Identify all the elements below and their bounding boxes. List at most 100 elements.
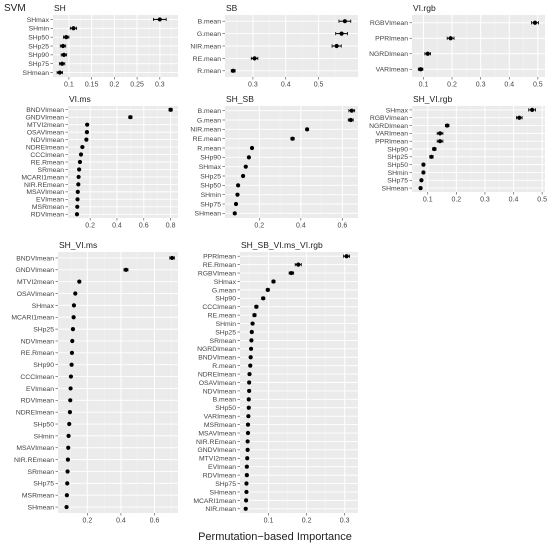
category-label: SHp25 [387, 154, 408, 161]
category-label: NDREImean [16, 410, 54, 417]
x-tick-label: 0.1 [64, 82, 74, 89]
category-label: R.mean [197, 68, 221, 75]
category-label: SHp50 [28, 35, 49, 42]
data-point [334, 43, 339, 49]
category-label: R.mean [212, 363, 236, 370]
data-point [249, 145, 255, 151]
category-label: OSAVImean [17, 291, 54, 298]
category-label: SHmean [28, 504, 55, 511]
category-label: NDREImean [26, 144, 64, 151]
category-label: SHmin [201, 192, 222, 199]
data-point [243, 506, 248, 511]
data-point [57, 70, 62, 75]
category-label: MTVI2mean [27, 122, 64, 129]
category-label: RE.mean [193, 56, 222, 63]
category-label: NGRDImean [369, 51, 408, 58]
data-point [419, 178, 424, 183]
x-tick-label: 0.6 [338, 223, 348, 230]
panel-title: SH_SB [226, 94, 254, 104]
data-point [247, 371, 252, 377]
data-point [74, 212, 80, 217]
panel-title: VI.ms [69, 94, 91, 104]
category-label: RE.Rmean [31, 159, 64, 166]
category-label: SHmax [27, 17, 50, 24]
data-point [425, 51, 430, 56]
data-point [235, 192, 240, 197]
data-point [448, 36, 453, 41]
data-point [77, 159, 83, 165]
data-point [243, 164, 248, 169]
data-point [244, 489, 249, 495]
data-point [65, 469, 70, 474]
data-point [244, 464, 249, 469]
x-tick-label: 0.6 [150, 518, 160, 525]
panel-title: SH [54, 3, 66, 13]
category-label: SHp75 [28, 61, 49, 68]
data-point [249, 329, 254, 335]
category-label: MTVI2mean [199, 456, 236, 463]
data-point [65, 457, 71, 462]
category-label: SRmean [210, 338, 237, 345]
data-point [244, 481, 249, 486]
panel-8: SH_SB_VI.ms_VI.rgb 0.1 0.2 0.3 PPRImeanRE.Rm… [193, 240, 358, 525]
category-label: SHp50 [387, 162, 408, 169]
category-label: MCARI1mean [11, 315, 54, 322]
category-label: MSAVImean [198, 430, 236, 437]
x-tick-label: 0.3 [248, 82, 258, 89]
x-tick-label: 0.3 [340, 518, 350, 525]
category-label: OSAVImean [199, 380, 236, 387]
data-point [445, 123, 450, 128]
data-point [530, 107, 535, 113]
data-point [128, 115, 133, 120]
category-label: PPRImean [375, 139, 408, 146]
data-point [61, 52, 67, 57]
data-point [69, 362, 74, 367]
category-label: SHp90 [215, 296, 236, 303]
data-point [232, 211, 237, 216]
category-label: SHp75 [387, 178, 408, 185]
data-point [244, 473, 249, 478]
category-label: MSAVImean [26, 189, 64, 196]
x-tick-label: 0.4 [509, 197, 519, 204]
x-tick-label: 0.15 [85, 82, 99, 89]
category-label: G.mean [197, 31, 221, 38]
data-point [248, 355, 253, 360]
data-point [254, 304, 259, 309]
category-label: NIR.mean [205, 506, 236, 513]
category-label: NIR.REmean [14, 457, 54, 464]
data-point [66, 433, 71, 438]
category-label: RDVImean [31, 212, 64, 219]
category-label: SHmean [23, 70, 50, 77]
panel-7: SH_VI.ms 0.2 0.4 0.6 BNDVImean GNDVImean MTVI2… [11, 240, 178, 525]
category-label: SHp25 [33, 326, 54, 333]
panel-5: SH_SB 0.2 0.4 0.6 B.mean G.mean NIR.mean RE.mea… [190, 94, 358, 230]
data-point [243, 498, 249, 503]
category-label: SHmean [382, 185, 409, 192]
data-point [231, 68, 236, 73]
data-point [77, 279, 82, 284]
data-point [252, 56, 257, 61]
category-label: EVImean [26, 386, 54, 393]
data-point [249, 338, 254, 343]
data-point [64, 35, 69, 40]
x-tick-label: 0.1 [264, 518, 274, 525]
panel-3: VI.rgb 0.1 0.2 0.3 0.4 0.5 RGBVImean PPRImean NG… [369, 3, 545, 89]
data-point [349, 108, 354, 113]
category-label: SHmax [386, 107, 409, 114]
category-label: RGBVImean [370, 20, 408, 27]
category-label: SHp90 [28, 52, 49, 59]
data-point [123, 267, 129, 272]
category-label: BNDVImean [198, 355, 236, 362]
data-point [344, 254, 349, 259]
data-point [247, 388, 252, 394]
data-point [245, 456, 250, 461]
category-label: SHp90 [200, 155, 221, 162]
category-label: RE.Rmean [21, 350, 54, 357]
data-point [304, 127, 310, 132]
category-label: SHp50 [200, 183, 221, 190]
data-point [80, 144, 85, 150]
data-point [421, 162, 426, 167]
data-point [64, 504, 69, 510]
data-point [64, 493, 69, 498]
category-label: EVImean [208, 464, 236, 471]
